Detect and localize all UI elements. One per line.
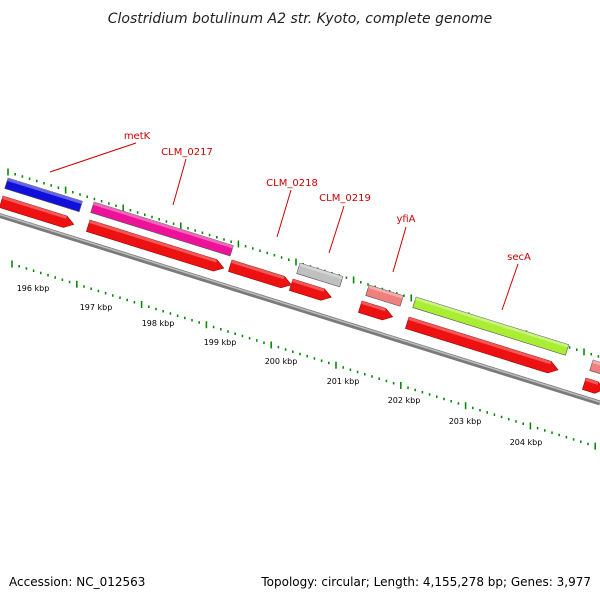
gene-box[interactable] xyxy=(589,359,600,377)
gene-label: secA xyxy=(507,252,531,263)
gene-label: metK xyxy=(124,131,151,142)
backbone-highlight xyxy=(0,213,600,403)
ruler-label: 198 kbp xyxy=(142,319,175,328)
cds-track xyxy=(0,195,600,395)
gene-box[interactable] xyxy=(90,201,234,257)
backbone-line xyxy=(0,212,600,406)
gene-box[interactable] xyxy=(296,262,344,288)
cds-arrow[interactable] xyxy=(0,195,76,230)
cds-arrow[interactable] xyxy=(405,316,559,376)
gene-box[interactable] xyxy=(365,284,404,307)
leader-line xyxy=(392,226,407,273)
cds-arrow[interactable] xyxy=(289,278,333,303)
gene-label: yfiA xyxy=(396,214,415,225)
ruler-tick-track xyxy=(11,260,597,450)
leader-line xyxy=(501,263,519,311)
cds-arrow[interactable] xyxy=(358,300,394,323)
gene-box[interactable] xyxy=(4,177,83,213)
ruler-label: 204 kbp xyxy=(510,438,543,447)
cds-arrow[interactable] xyxy=(86,219,225,274)
gene-track xyxy=(4,177,600,377)
leader-line xyxy=(172,158,187,206)
gene-box[interactable] xyxy=(412,296,570,356)
cds-arrow[interactable] xyxy=(228,259,293,291)
map-title: Clostridium botulinum A2 str. Kyoto, com… xyxy=(108,11,493,27)
ruler-label: 202 kbp xyxy=(388,396,421,405)
ruler-label: 199 kbp xyxy=(204,338,237,347)
leader-line xyxy=(49,142,137,173)
gene-label: CLM_0217 xyxy=(161,147,213,158)
ruler-labels: 196 kbp 197 kbp 198 kbp 199 kbp 200 kbp 201 k… xyxy=(17,284,543,447)
gene-label: CLM_0219 xyxy=(319,193,371,204)
summary-text: Topology: circular; Length: 4,155,278 bp… xyxy=(260,575,591,589)
cds-arrow[interactable] xyxy=(582,377,600,395)
ruler-label: 200 kbp xyxy=(265,357,298,366)
ruler-label: 197 kbp xyxy=(80,303,113,312)
ruler-label: 196 kbp xyxy=(17,284,50,293)
ruler-label: 203 kbp xyxy=(449,417,482,426)
leader-line xyxy=(276,189,292,238)
gene-label: CLM_0218 xyxy=(266,178,318,189)
accession-text: Accession: NC_012563 xyxy=(9,575,145,589)
ruler-label: 201 kbp xyxy=(327,377,360,386)
leader-line xyxy=(328,205,345,254)
